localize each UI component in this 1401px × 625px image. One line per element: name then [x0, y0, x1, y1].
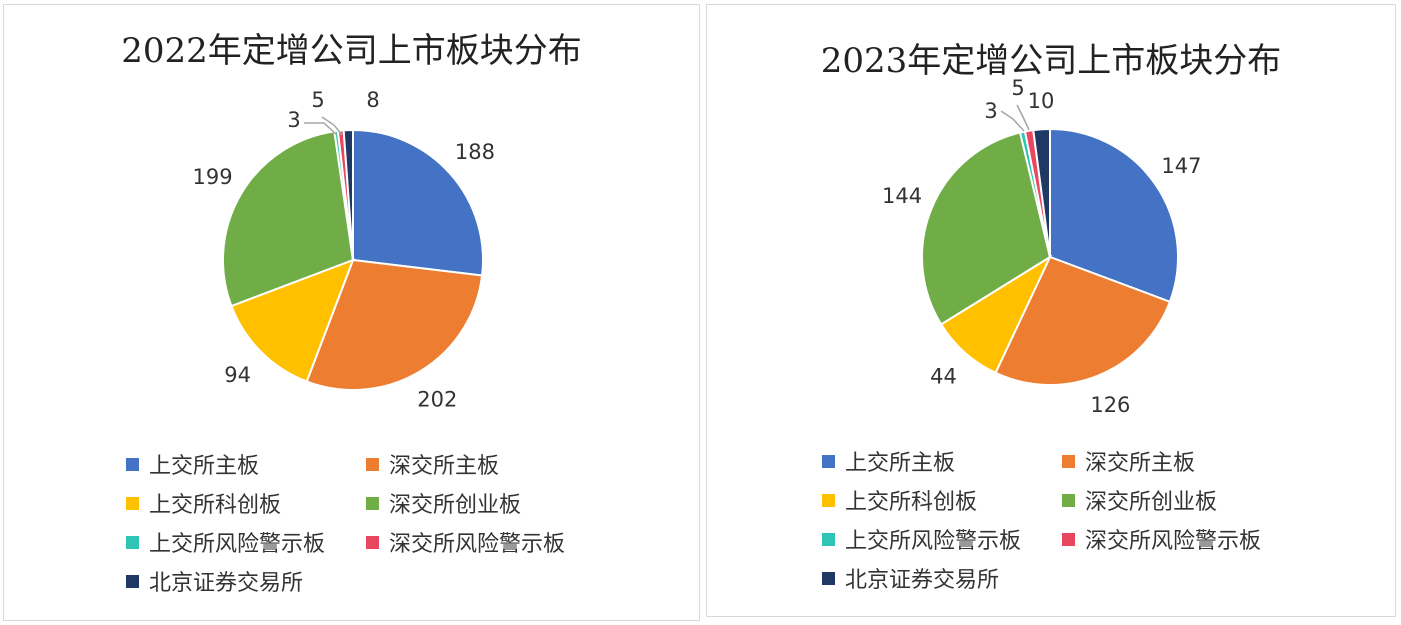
pie-slice-7	[1032, 127, 1051, 258]
pie-slice-1	[352, 128, 484, 277]
legend-swatch	[126, 457, 139, 471]
legend-swatch	[822, 571, 835, 585]
leader-line	[1000, 110, 1025, 132]
leader-line	[321, 116, 343, 136]
legend-label: 深交所创业板	[1085, 490, 1218, 515]
legend-entry: 上交所风险警示板	[822, 523, 1021, 555]
data-label: 202	[417, 387, 457, 411]
legend-entry: 上交所风险警示板	[126, 526, 325, 558]
data-label: 10	[1028, 89, 1055, 113]
legend-label: 深交所主板	[389, 454, 500, 479]
legend-swatch	[1062, 532, 1075, 546]
legend-swatch	[1062, 493, 1075, 507]
data-label: 5	[311, 88, 324, 112]
legend-label: 深交所风险警示板	[389, 532, 566, 557]
legend-swatch	[126, 496, 139, 510]
legend-label: 上交所科创板	[149, 493, 282, 518]
legend-swatch	[1062, 454, 1075, 468]
legend-swatch	[126, 535, 139, 549]
data-label: 8	[366, 88, 379, 112]
pie-slice-2	[994, 255, 1172, 386]
data-label: 144	[882, 184, 922, 208]
pie-slice-7	[342, 128, 354, 261]
data-label: 188	[455, 140, 495, 164]
legend-entry: 上交所主板	[822, 445, 955, 477]
data-label: 5	[1011, 76, 1024, 100]
legend-entry: 深交所风险警示板	[366, 526, 565, 558]
chart-title: 2022年定增公司上市板块分布	[121, 31, 582, 71]
leader-line	[1016, 104, 1030, 131]
legend-label: 上交所主板	[149, 454, 260, 479]
data-label: 44	[930, 364, 957, 388]
legend-entry: 北京证券交易所	[822, 562, 999, 594]
legend-entry: 深交所主板	[1062, 445, 1195, 477]
legend-label: 上交所主板	[845, 451, 956, 476]
pie-slice-1	[1049, 127, 1179, 304]
pie-slice-4	[921, 131, 1052, 326]
legend-swatch	[822, 532, 835, 546]
chart-title: 2023年定增公司上市板块分布	[820, 41, 1282, 81]
legend-label: 上交所科创板	[845, 490, 978, 515]
legend-swatch	[366, 535, 379, 549]
pie-chart-2022: 188 202 94 199 35 8	[193, 88, 495, 411]
legend-swatch	[126, 574, 139, 588]
legend-label: 北京证券交易所	[149, 571, 304, 596]
legend-label: 北京证券交易所	[845, 568, 1000, 593]
data-label: 94	[224, 363, 251, 387]
legend-label: 深交所创业板	[389, 493, 522, 518]
legend-entry: 深交所创业板	[1062, 484, 1217, 516]
legend-swatch	[366, 496, 379, 510]
legend-entry: 上交所主板	[126, 448, 259, 480]
data-label: 199	[193, 165, 233, 189]
data-label: 147	[1161, 154, 1201, 178]
leader-line	[304, 122, 338, 136]
pie-slice-2	[305, 258, 484, 391]
legend-label: 上交所风险警示板	[845, 529, 1022, 554]
data-label: 3	[984, 99, 997, 123]
legend-entry: 上交所科创板	[822, 484, 977, 516]
legend-entry: 北京证券交易所	[126, 565, 303, 597]
legend-label: 上交所风险警示板	[149, 532, 326, 557]
legend-entry: 深交所风险警示板	[1062, 523, 1261, 555]
legend-entry: 上交所科创板	[126, 487, 281, 519]
pie-slice-4	[222, 130, 355, 308]
data-label: 126	[1090, 393, 1130, 417]
legend-label: 深交所主板	[1085, 451, 1196, 476]
legend-swatch	[822, 493, 835, 507]
legend-entry: 深交所主板	[366, 448, 499, 480]
legend-swatch	[366, 457, 379, 471]
data-label: 3	[287, 108, 300, 132]
chart-panel-2022: 2022年定增公司上市板块分布 188 202 94 199 3 5 8 上交所主板 深交所主…	[3, 4, 700, 621]
legend-swatch	[822, 454, 835, 468]
legend-entry: 深交所创业板	[366, 487, 521, 519]
pie-slice-3	[230, 258, 355, 383]
legend-label: 深交所风险警示板	[1085, 529, 1262, 554]
chart-panel-2023: 2023年定增公司上市板块分布 147 126 44 144 3 5 10 上交所主板 深交所…	[706, 4, 1396, 617]
